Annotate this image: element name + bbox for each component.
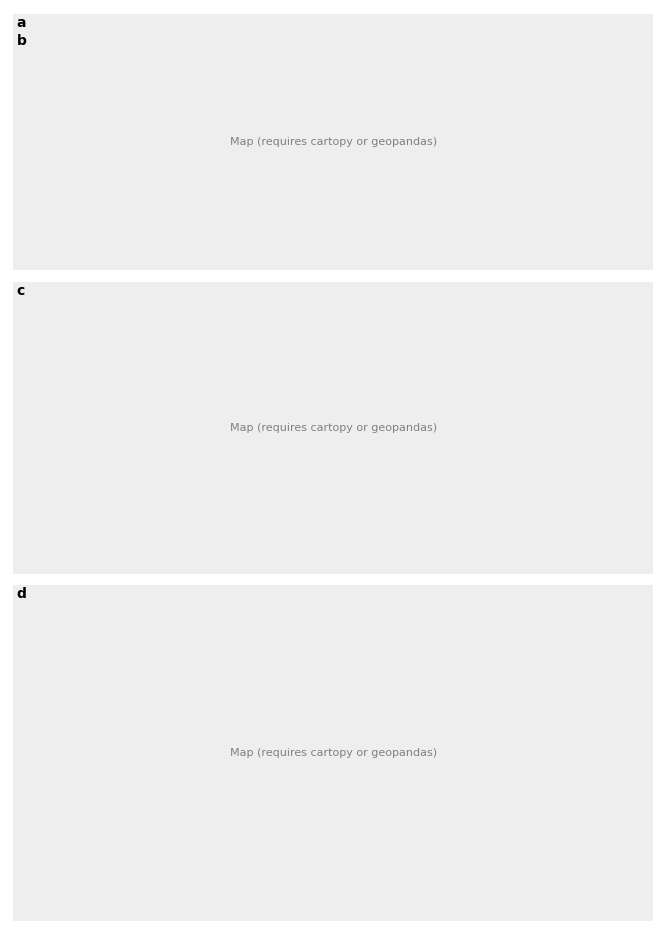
Text: a: a [16,16,26,30]
Text: c: c [16,284,25,298]
Text: b: b [16,34,26,48]
Text: d: d [16,587,26,601]
Text: Map (requires cartopy or geopandas): Map (requires cartopy or geopandas) [230,748,437,758]
Text: Map (requires cartopy or geopandas): Map (requires cartopy or geopandas) [230,137,437,147]
Text: Map (requires cartopy or geopandas): Map (requires cartopy or geopandas) [230,423,437,432]
